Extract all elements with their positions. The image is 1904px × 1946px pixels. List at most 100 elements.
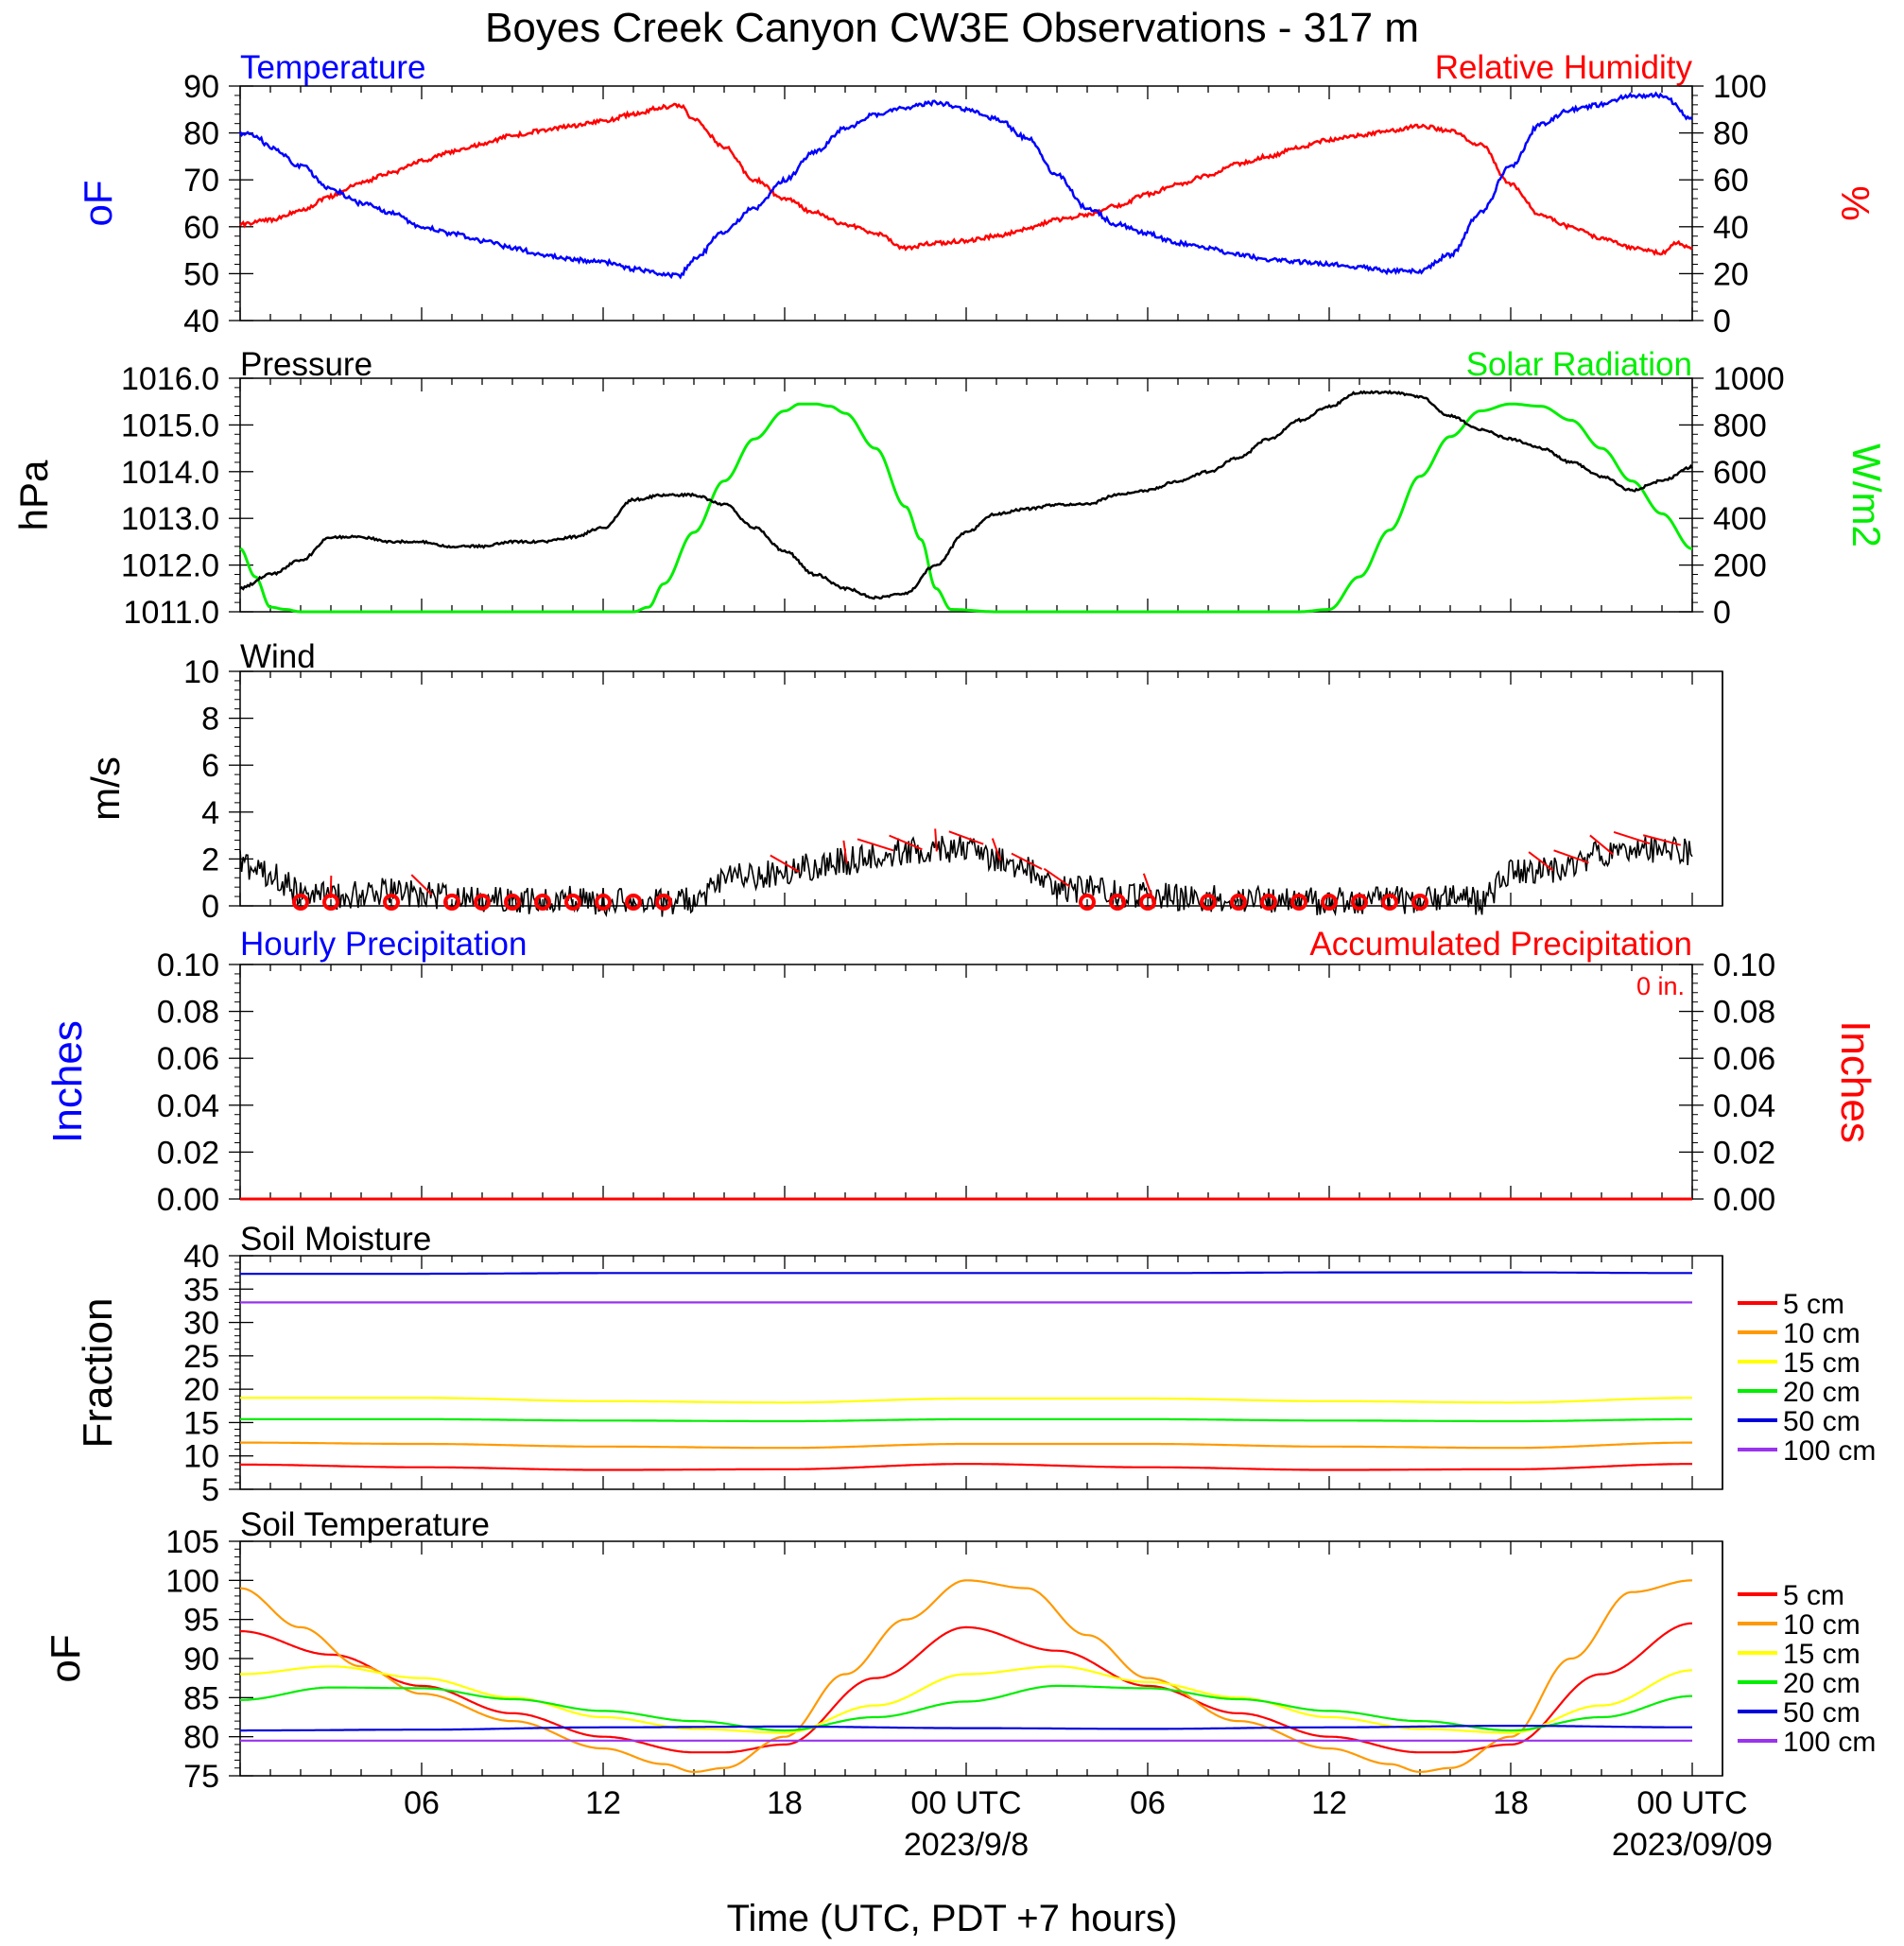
time-axis: 06 12 18 00 UTC 2023/9/8 06 12 18 00 UTC 2023/09/… — [404, 1785, 1773, 1863]
wind-barb — [1613, 830, 1651, 845]
pressure-axis-tick-label: 1015.0 — [121, 408, 219, 443]
soil-moisture-axis-tick-label: 10 — [183, 1439, 219, 1475]
soil-temp-legend-label: 20 cm — [1783, 1668, 1861, 1699]
temp-axis-tick-label: 60 — [183, 210, 219, 246]
soil-temp-axis-tick-label: 90 — [183, 1642, 219, 1677]
date-label: 2023/9/8 — [904, 1827, 1029, 1863]
calm-wind-marker — [1079, 894, 1096, 911]
time-tick-label: 00 UTC — [910, 1785, 1021, 1821]
time-tick-label: 18 — [767, 1785, 803, 1821]
wind-barb — [1589, 834, 1614, 856]
precip-hourly-axis-tick-label: 0.04 — [157, 1088, 219, 1124]
soil-temp-unit: oF — [43, 1634, 89, 1682]
soil-moisture-legend-label: 5 cm — [1783, 1289, 1844, 1320]
wind-unit-label: m/s — [83, 756, 128, 821]
soil-moisture-legend-label: 10 cm — [1783, 1318, 1861, 1349]
soil-moisture-axis-tick-label: 20 — [183, 1372, 219, 1408]
calm-wind-marker — [383, 894, 400, 911]
figure-title: Boyes Creek Canyon CW3E Observations - 3… — [485, 5, 1419, 51]
wind-barb — [991, 838, 1002, 861]
calm-wind-marker — [625, 894, 642, 911]
calm-wind-marker — [1139, 894, 1156, 911]
calm-wind-marker — [292, 894, 309, 911]
accum-precip-title: Accumulated Precipitation — [1309, 926, 1692, 963]
solar-axis-tick-label: 800 — [1713, 408, 1767, 443]
wind-barb — [1142, 873, 1153, 896]
rh-axis-tick-label: 60 — [1713, 163, 1749, 199]
wind-barb — [889, 834, 923, 851]
wind-barb — [1553, 849, 1589, 864]
calm-wind-marker — [474, 894, 491, 911]
precip-hourly-axis-tick-label: 0.10 — [157, 947, 219, 983]
solar-line — [239, 402, 1693, 614]
soil-moisture-legend-label: 50 cm — [1783, 1406, 1861, 1437]
temp-axis-tick-label: 80 — [183, 116, 219, 152]
solar-unit-label: W/m2 — [1844, 443, 1889, 547]
soil-temp-title: Soil Temperature — [240, 1506, 490, 1543]
soil-moisture-axis-tick-label: 15 — [183, 1405, 219, 1441]
soil-temp-axis-tick-label: 100 — [165, 1563, 219, 1599]
calm-wind-marker — [1109, 894, 1126, 911]
date-label: 2023/09/09 — [1612, 1827, 1773, 1863]
temp-axis-tick-label: 50 — [183, 256, 219, 292]
soil-temp-line-50cm — [240, 1725, 1692, 1732]
time-tick-label: 12 — [585, 1785, 621, 1821]
soil-moisture-legend-label: 100 cm — [1783, 1435, 1876, 1467]
wind-axis-tick-label: 4 — [201, 795, 219, 831]
calm-wind-marker — [1200, 894, 1217, 911]
rh-axis-tick-label: 40 — [1713, 210, 1749, 246]
calm-wind-marker — [1290, 894, 1307, 911]
soil-temp-line-5cm — [240, 1622, 1692, 1754]
wind-barb — [1043, 867, 1071, 888]
wind-barb — [857, 838, 894, 852]
soil-moisture-axis-tick-label: 35 — [183, 1272, 219, 1308]
pressure-unit-label: hPa — [11, 460, 56, 530]
temp-axis-tick-label: 40 — [183, 304, 219, 339]
wind-barb — [770, 854, 800, 873]
precip-accum-axis-tick-label: 0.08 — [1713, 995, 1775, 1031]
calm-wind-marker — [1411, 894, 1428, 911]
pressure-title: Pressure — [240, 346, 372, 383]
precip-right-unit: Inches — [1832, 1020, 1878, 1143]
pressure-axis-tick-label: 1012.0 — [121, 548, 219, 584]
time-tick-label: 12 — [1311, 1785, 1347, 1821]
wind-axis-tick-label: 10 — [183, 654, 219, 690]
soil-moisture-line-50cm — [240, 1271, 1692, 1276]
soil-temp-axis-tick-label: 95 — [183, 1603, 219, 1639]
precip-accum-axis-tick-label: 0.06 — [1713, 1041, 1775, 1077]
rh-axis-tick-label: 80 — [1713, 116, 1749, 152]
wind-barb — [948, 830, 984, 845]
soil-temp-legend-label: 15 cm — [1783, 1639, 1861, 1670]
accum-precip-total: 0 in. — [1636, 972, 1685, 1000]
precip-hourly-axis-tick-label: 0.00 — [157, 1182, 219, 1218]
soil-moisture-axis-tick-label: 25 — [183, 1339, 219, 1375]
soil-moisture-legend-label: 15 cm — [1783, 1347, 1861, 1379]
soil-moisture-axis-tick-label: 30 — [183, 1306, 219, 1342]
rh-axis-tick-label: 100 — [1713, 69, 1767, 105]
wind-barb — [329, 876, 333, 899]
precip-left-unit: Inches — [44, 1020, 91, 1143]
soil-temp-legend-label: 10 cm — [1783, 1609, 1861, 1641]
soil-moisture-line-15cm — [240, 1397, 1692, 1404]
calm-wind-marker — [534, 894, 551, 911]
wind-barb — [1642, 834, 1682, 846]
temperature-line — [238, 91, 1693, 280]
soil-moisture-unit: Fraction — [75, 1298, 121, 1449]
humidity-line — [239, 102, 1693, 256]
soil-temp-line-15cm — [240, 1665, 1692, 1734]
calm-wind-marker — [1381, 894, 1398, 911]
solar-axis-tick-label: 1000 — [1713, 361, 1785, 397]
soil-moisture-title: Soil Moisture — [240, 1221, 431, 1258]
time-tick-label: 06 — [404, 1785, 440, 1821]
time-tick-label: 06 — [1130, 1785, 1166, 1821]
rh-unit-label: % — [1833, 185, 1878, 220]
time-tick-label: 00 UTC — [1636, 1785, 1747, 1821]
soil-temp-legend-label: 100 cm — [1783, 1727, 1876, 1758]
humidity-title: Relative Humidity — [1435, 49, 1693, 86]
soil-temp-line-10cm — [239, 1579, 1693, 1774]
precip-accum-axis-tick-label: 0.02 — [1713, 1135, 1775, 1171]
wind-barb — [410, 874, 433, 895]
temp-axis-tick-label: 70 — [183, 163, 219, 199]
wind-axis-tick-label: 0 — [201, 889, 219, 925]
